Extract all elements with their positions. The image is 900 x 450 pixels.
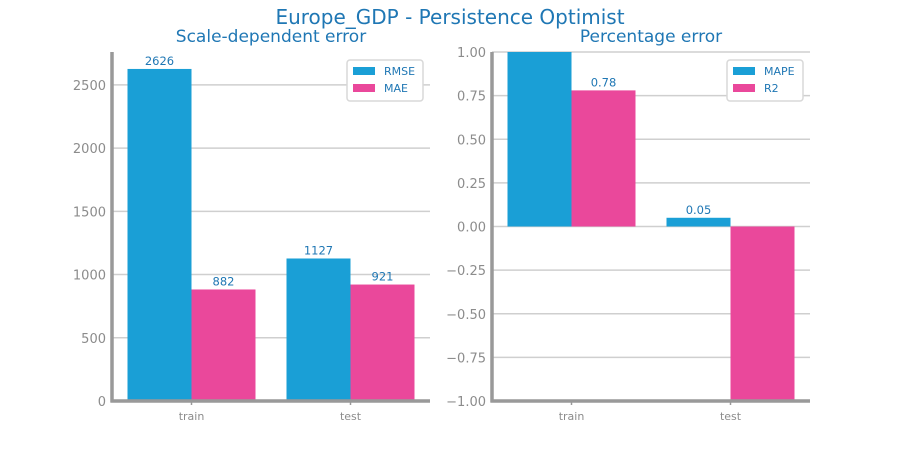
chart-1-bar-rmse-test (286, 258, 351, 401)
chart-1-legend-label: MAE (384, 82, 408, 95)
chart-2-ytick-label: −0.75 (446, 351, 486, 366)
chart-1-ytick-label: 0 (98, 395, 106, 410)
chart-1-ytick-label: 2000 (73, 142, 106, 157)
chart-1-ytick-label: 2500 (73, 79, 106, 94)
chart-2-legend-swatch (733, 84, 755, 92)
chart-1-bar-mae-test (350, 284, 415, 401)
chart-2-xtick-label: test (720, 410, 742, 423)
chart-2-ytick-label: −0.50 (446, 308, 486, 323)
chart-1-ytick-label: 500 (81, 332, 106, 347)
chart-1-bar-rmse-train (127, 68, 192, 401)
chart-2-ytick-label: 1.00 (457, 46, 486, 61)
chart-1-bar-mae-train (191, 289, 256, 401)
chart-2-xtick-label: train (559, 410, 585, 423)
chart-1-data-label: 1127 (304, 243, 333, 257)
chart-1-data-label: 2626 (145, 54, 174, 68)
chart-2-ytick-label: −0.25 (446, 264, 486, 279)
chart-2-bar-r2-train (571, 90, 636, 227)
chart-2-ytick-label: 0.25 (457, 177, 486, 192)
chart-2-bar-mape-test (666, 217, 731, 227)
chart-1-legend-swatch (353, 67, 375, 75)
chart-2-data-label: 0.78 (591, 75, 617, 89)
chart-1-data-label: 921 (372, 270, 394, 284)
chart-1-ytick-label: 1000 (73, 269, 106, 284)
figure-title: Europe_GDP - Persistence Optimist (275, 5, 625, 29)
chart-2-bar-r2-test (730, 226, 795, 401)
chart-2-ytick-label: 0.50 (457, 133, 486, 148)
chart-1-xtick-label: test (340, 410, 362, 423)
chart-1-xtick-label: train (179, 410, 205, 423)
chart-1-data-label: 882 (213, 274, 235, 288)
chart-2-ytick-label: 0.75 (457, 90, 486, 105)
chart-2-title: Percentage error (580, 27, 722, 47)
chart-1-legend-label: RMSE (384, 65, 415, 78)
chart-2-legend-swatch (733, 67, 755, 75)
chart-2-bar-mape-train (507, 52, 572, 227)
chart-1-title: Scale-dependent error (176, 27, 366, 47)
chart-1-legend-swatch (353, 84, 375, 92)
chart-2-ytick-label: 0.00 (457, 221, 486, 236)
chart-2-legend-label: R2 (764, 82, 779, 95)
chart-2-legend-label: MAPE (764, 65, 795, 78)
chart-2-data-label: 0.05 (686, 203, 712, 217)
chart-2-ytick-label: −1.00 (446, 395, 486, 410)
chart-1-ytick-label: 1500 (73, 205, 106, 220)
